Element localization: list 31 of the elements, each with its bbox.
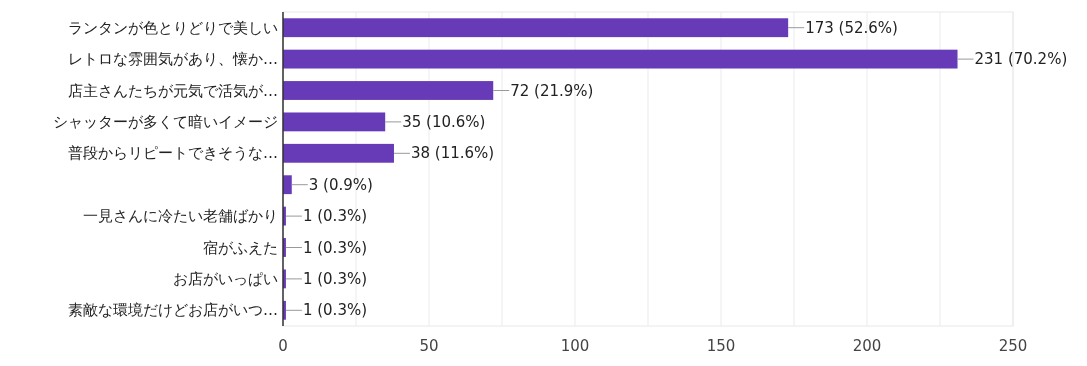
data-label: 3 (0.9%) xyxy=(308,175,373,194)
y-tick-label: 素敵な環境だけどお店がいつ… xyxy=(68,301,278,320)
y-tick-label: 普段からリピートできそうな… xyxy=(68,144,278,163)
data-label: 1 (0.3%) xyxy=(302,269,368,288)
x-tick-label: 150 xyxy=(706,337,736,355)
y-tick-label: ランタンが色とりどりで美しい xyxy=(68,18,278,37)
bar xyxy=(283,143,394,163)
x-tick-label: 50 xyxy=(419,337,439,355)
x-tick-label: 0 xyxy=(278,337,288,355)
data-label: 231 (70.2%) xyxy=(974,50,1068,69)
bar xyxy=(283,49,958,69)
y-tick-label: 一見さんに冷たい老舗ばかり xyxy=(83,207,278,226)
data-label: 1 (0.3%) xyxy=(302,207,368,226)
y-tick-label: 店主さんたちが元気で活気が… xyxy=(68,81,278,100)
x-tick-label: 200 xyxy=(852,337,882,355)
y-tick-label: レトロな雰囲気があり、懐か… xyxy=(68,50,278,69)
bar xyxy=(283,18,789,38)
x-tick-label: 250 xyxy=(998,337,1028,355)
data-label: 35 (10.6%) xyxy=(402,112,486,131)
bar xyxy=(283,112,386,132)
data-label: 173 (52.6%) xyxy=(805,18,898,37)
y-tick-label: お店がいっぱい xyxy=(173,269,278,288)
y-tick-label: シャッターが多くて暗いイメージ xyxy=(53,112,278,131)
bar xyxy=(283,175,292,195)
data-label: 72 (21.9%) xyxy=(510,81,594,100)
data-label: 1 (0.3%) xyxy=(302,238,368,257)
data-label: 1 (0.3%) xyxy=(302,301,368,320)
data-label: 38 (11.6%) xyxy=(410,144,495,163)
x-tick-label: 100 xyxy=(560,337,590,355)
bar xyxy=(283,81,494,100)
y-tick-label: 宿がふえた xyxy=(203,238,278,257)
